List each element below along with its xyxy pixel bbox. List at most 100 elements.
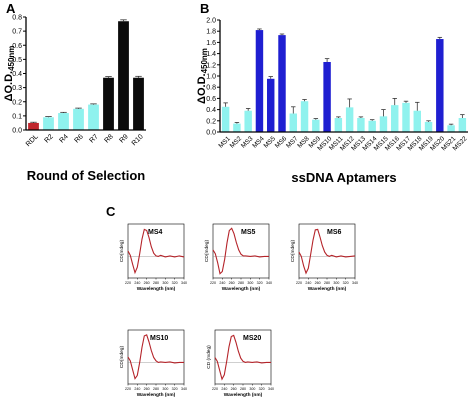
category-label: R9 [118,133,129,144]
x-tick-label: 300 [249,387,255,391]
x-tick-label: 280 [324,281,330,285]
y-tick-label: 0.8 [12,15,22,22]
bar-ms15 [379,116,388,132]
x-tick-label: 300 [162,281,168,285]
cd-spectrum-line [298,228,356,275]
category-label: RDL [25,133,40,148]
y-tick-label: 0.1 [12,113,22,120]
cd-y-axis-label: CD(mdeg) [119,346,125,369]
bar-r9 [118,21,129,130]
y-tick-label: 0.2 [206,118,216,125]
y-axis-label-sub: 450nm [200,48,209,73]
bar-ms4 [255,30,264,132]
x-tick-label: 320 [172,281,178,285]
y-tick-label: 0.0 [206,130,216,137]
x-tick-label: 240 [221,387,227,391]
x-tick-label: 340 [181,281,187,285]
y-tick-label: 0.8 [206,85,216,92]
x-tick-label: 260 [231,387,237,391]
bar-ms22 [458,118,467,132]
category-label: R8 [103,133,114,144]
x-tick-label: 260 [229,281,235,285]
bar-ms13 [357,118,365,132]
sample-label: MS20 [243,335,261,342]
bar-ms5 [267,78,275,132]
category-label: R2 [43,133,54,144]
sample-label: MS10 [150,335,168,342]
cd-y-axis-label: CD(mdeg) [204,240,210,263]
category-label: R6 [73,133,84,144]
cd-x-axis-label: Wavelength (nm) [224,392,263,398]
x-tick-label: 280 [153,281,159,285]
y-axis-label-main: ΔO.D. [196,73,208,104]
bar-ms21 [447,125,455,132]
x-tick-label: 240 [134,387,140,391]
x-tick-label: 280 [238,281,244,285]
bar-ms12 [345,107,354,132]
x-tick-label: 220 [125,387,131,391]
cd-spectrum-line [212,227,269,275]
sample-label: MS5 [241,229,256,236]
y-tick-label: 1.4 [206,51,216,58]
cd-y-axis-label: CD(mdeg) [290,240,296,263]
y-axis-label-sub: 450nm [7,46,16,71]
panel-letter-c: C [106,204,116,219]
x-tick-label: 300 [247,281,253,285]
x-tick-label: 320 [343,281,349,285]
category-label: R10 [131,133,145,147]
y-tick-label: 0.0 [12,128,22,135]
cd-y-axis-label: CD (mdeg) [206,345,212,369]
bar-ms18 [413,110,421,132]
bar-ms7 [289,113,297,132]
y-tick-label: 1.8 [206,29,216,36]
y-tick-label: 0.3 [12,85,22,92]
bar-ms2 [233,123,241,132]
x-axis-label: Round of Selection [27,168,146,183]
bar-r4 [58,113,69,130]
bar-ms19 [424,121,433,132]
y-axis-label: ΔO.D.450nm [3,46,16,102]
cd-y-axis-label: CD(mdeg) [119,240,125,263]
x-tick-label: 240 [305,281,311,285]
bar-r2 [43,117,54,130]
y-tick-label: 1.0 [206,74,216,81]
category-label: R7 [88,133,99,144]
cd-spectrum-line [127,334,184,380]
bar-ms17 [402,102,410,132]
cd-x-axis-label: Wavelength (nm) [308,286,347,292]
cd-x-axis-label: Wavelength (nm) [137,392,176,398]
cd-x-axis-label: Wavelength (nm) [137,286,176,292]
x-tick-label: 340 [352,281,358,285]
x-tick-label: 220 [212,387,218,391]
x-tick-label: 300 [333,281,339,285]
bar-r10 [133,77,144,130]
x-tick-label: 240 [134,281,140,285]
cd-x-axis-label: Wavelength (nm) [222,286,261,292]
y-tick-label: 1.6 [206,40,216,47]
bar-ms1 [221,106,230,132]
panel-letter-b: B [200,1,209,16]
y-axis-label: ΔO.D.450nm [196,48,209,104]
x-tick-label: 220 [125,281,131,285]
cd-spectrum-line [214,334,271,381]
y-tick-label: 0.2 [12,99,22,106]
x-tick-label: 280 [153,387,159,391]
x-tick-label: 340 [268,387,274,391]
sample-label: MS6 [327,229,342,236]
bar-ms6 [278,35,286,133]
chart-round-of-selection: 0.0 0.1 0.2 0.3 0.4 0.5 0.6 0.7 0.8 RDL R2 R4 R6 R7 R8… [3,15,146,183]
bar-ms8 [300,101,309,132]
x-tick-label: 240 [219,281,225,285]
x-axis-label: ssDNA Aptamers [291,170,396,185]
chart-ssdna-aptamers: 0.00.20.40.60.81.01.21.41.61.82.0MS1MS2M… [196,18,469,186]
bar-ms3 [244,110,252,132]
x-tick-label: 260 [144,281,150,285]
y-tick-label: 1.2 [206,62,216,69]
bar-ms16 [391,105,399,132]
bar-ms14 [368,120,376,132]
x-tick-label: 260 [144,387,150,391]
cd-spectrum-line [127,228,185,275]
y-tick-label: 0.4 [12,71,22,78]
bar-ms11 [334,118,343,132]
